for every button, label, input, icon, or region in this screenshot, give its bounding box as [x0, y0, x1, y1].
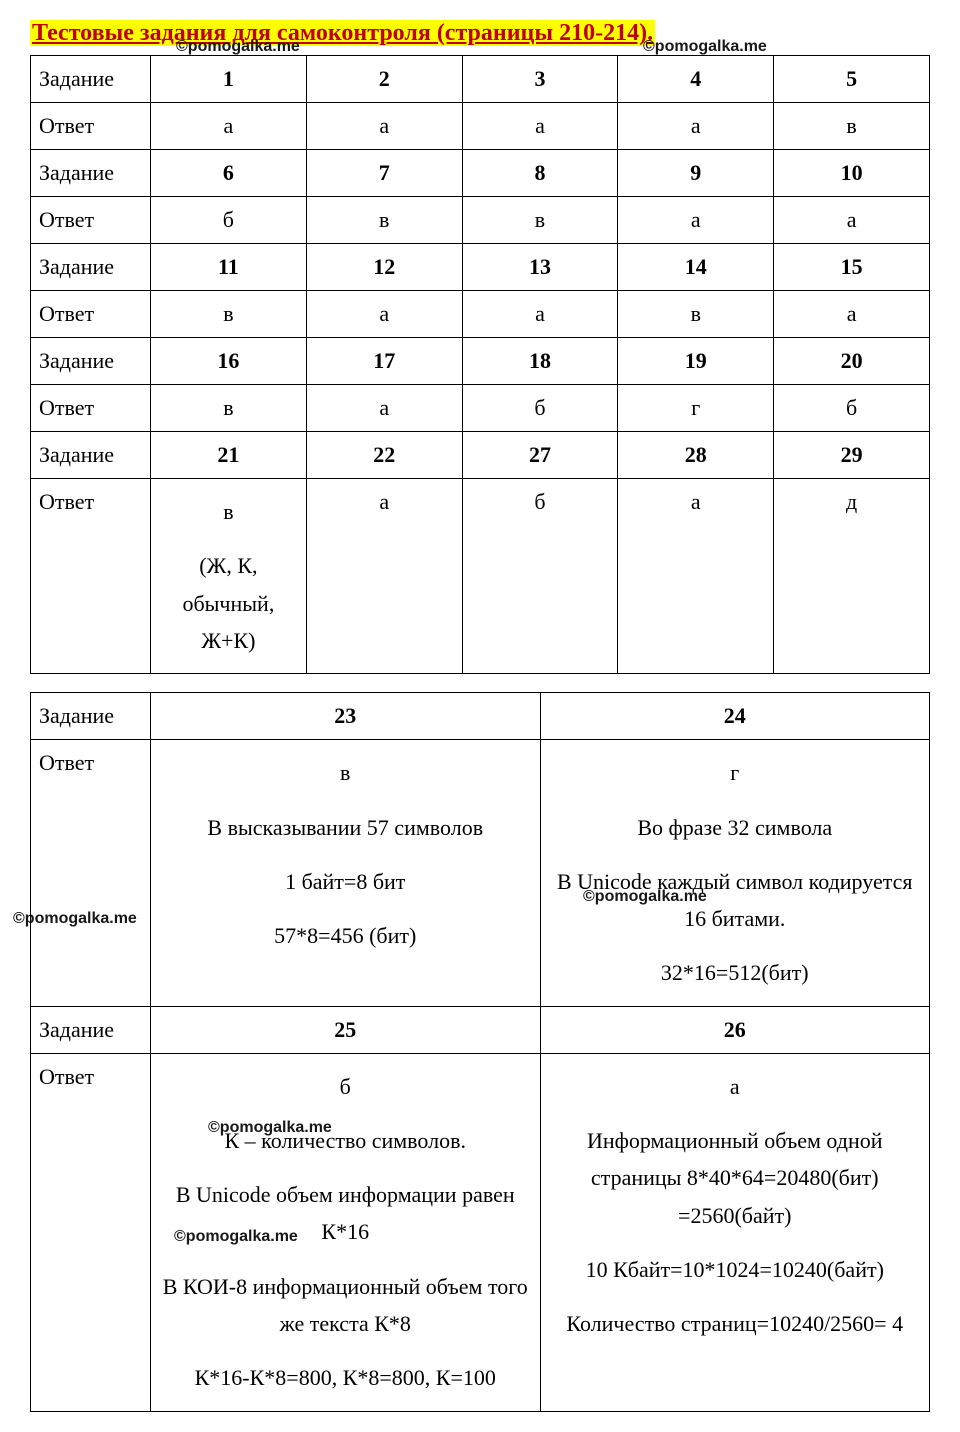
page-title: Тестовые задания для самоконтроля (стран…: [30, 20, 655, 46]
task-number-cell: 22: [306, 432, 462, 479]
task-number-cell: 1: [151, 56, 307, 103]
answer-cell: б: [462, 479, 618, 674]
task-number-cell: 6: [151, 150, 307, 197]
row-label-answer: Ответ: [31, 1053, 151, 1411]
row-label-answer: Ответ: [31, 740, 151, 1006]
row-label-answer: Ответ: [31, 479, 151, 674]
row-label-answer: Ответ: [31, 103, 151, 150]
table-row: Ответаааав: [31, 103, 930, 150]
task-number-cell: 3: [462, 56, 618, 103]
table-row: Задание2324: [31, 693, 930, 740]
table-row: Ответбвваа: [31, 197, 930, 244]
answer-cell: д: [774, 479, 930, 674]
row-label-task: Задание: [31, 244, 151, 291]
row-label-task: Задание: [31, 56, 151, 103]
task-number-cell: 7: [306, 150, 462, 197]
table-row: Ответвабгб: [31, 385, 930, 432]
table-row: Задание2122272829: [31, 432, 930, 479]
task-number-cell: 8: [462, 150, 618, 197]
task-number-cell: 27: [462, 432, 618, 479]
task-number-cell: 13: [462, 244, 618, 291]
answer-text: В КОИ-8 информационный объем того же тек…: [159, 1268, 532, 1343]
answers-table-2: Задание2324Ответв В высказывании 57 симв…: [30, 692, 930, 1411]
answer-text: К*16-К*8=800, К*8=800, К=100: [159, 1359, 532, 1396]
task-number-cell: 16: [151, 338, 307, 385]
answer-cell: а: [774, 197, 930, 244]
answer-cell: б К – количество символов. В Unicode объ…: [151, 1053, 541, 1411]
row-label-task: Задание: [31, 1006, 151, 1053]
table-row: Задание1617181920: [31, 338, 930, 385]
answer-cell: в: [618, 291, 774, 338]
watermark: ©pomogalka.me: [643, 38, 767, 56]
answer-cell: в В высказывании 57 символов 1 байт=8 би…: [151, 740, 541, 1006]
row-label-answer: Ответ: [31, 291, 151, 338]
answer-text: 57*8=456 (бит): [159, 917, 532, 954]
answer-text: В Unicode каждый символ кодируется 16 би…: [549, 863, 922, 938]
answer-cell: а: [306, 385, 462, 432]
row-label-task: Задание: [31, 150, 151, 197]
answer-cell: г Во фразе 32 символа В Unicode каждый с…: [540, 740, 930, 1006]
answer-cell: а Информационный объем одной страницы 8*…: [540, 1053, 930, 1411]
answer-cell: а: [618, 197, 774, 244]
answer-cell: б: [774, 385, 930, 432]
table-row: Ответв (Ж, К, обычный, Ж+К)абад: [31, 479, 930, 674]
task-number-cell: 17: [306, 338, 462, 385]
answer-cell: а: [151, 103, 307, 150]
answer-text: Количество страниц=10240/2560= 4: [549, 1305, 922, 1342]
answer-cell: а: [306, 291, 462, 338]
table-row: Ответваава: [31, 291, 930, 338]
task-number-cell: 21: [151, 432, 307, 479]
answer-cell: в: [462, 197, 618, 244]
task-number-cell: 14: [618, 244, 774, 291]
task-number-cell: 5: [774, 56, 930, 103]
task-number-cell: 18: [462, 338, 618, 385]
answer-cell: а: [306, 479, 462, 674]
answer-cell: б: [151, 197, 307, 244]
answer-cell: а: [774, 291, 930, 338]
answer-text: В Unicode объем информации равен К*16: [159, 1176, 532, 1251]
task-number-cell: 2: [306, 56, 462, 103]
answer-cell: а: [462, 291, 618, 338]
task-number-cell: 20: [774, 338, 930, 385]
task-number-cell: 24: [540, 693, 930, 740]
table-row: Задание1112131415: [31, 244, 930, 291]
task-number-cell: 26: [540, 1006, 930, 1053]
answer-cell: в: [774, 103, 930, 150]
answer-cell: в (Ж, К, обычный, Ж+К): [151, 479, 307, 674]
answers-table-1: Задание12345ОтветаааавЗадание678910Ответ…: [30, 55, 930, 674]
answer-cell: а: [618, 479, 774, 674]
task-number-cell: 28: [618, 432, 774, 479]
row-label-answer: Ответ: [31, 385, 151, 432]
table-row: Ответб К – количество символов. В Unicod…: [31, 1053, 930, 1411]
row-label-task: Задание: [31, 338, 151, 385]
task-number-cell: 25: [151, 1006, 541, 1053]
task-number-cell: 9: [618, 150, 774, 197]
answer-cell: в: [151, 385, 307, 432]
answer-cell: а: [618, 103, 774, 150]
table-row: Ответв В высказывании 57 символов 1 байт…: [31, 740, 930, 1006]
answer-cell: а: [462, 103, 618, 150]
answer-text: 32*16=512(бит): [549, 954, 922, 991]
row-label-task: Задание: [31, 693, 151, 740]
task-number-cell: 15: [774, 244, 930, 291]
task-number-cell: 19: [618, 338, 774, 385]
answer-cell: а: [306, 103, 462, 150]
answer-cell: в: [306, 197, 462, 244]
task-number-cell: 10: [774, 150, 930, 197]
task-number-cell: 12: [306, 244, 462, 291]
task-number-cell: 4: [618, 56, 774, 103]
answer-text: (Ж, К, обычный, Ж+К): [159, 547, 298, 659]
answer-cell: в: [151, 291, 307, 338]
table-row: Задание2526: [31, 1006, 930, 1053]
row-label-answer: Ответ: [31, 197, 151, 244]
task-number-cell: 29: [774, 432, 930, 479]
row-label-task: Задание: [31, 432, 151, 479]
table-row: Задание12345: [31, 56, 930, 103]
answer-cell: б: [462, 385, 618, 432]
task-number-cell: 11: [151, 244, 307, 291]
task-number-cell: 23: [151, 693, 541, 740]
answer-cell: г: [618, 385, 774, 432]
answer-text: Информационный объем одной страницы 8*40…: [549, 1122, 922, 1234]
table-row: Задание678910: [31, 150, 930, 197]
